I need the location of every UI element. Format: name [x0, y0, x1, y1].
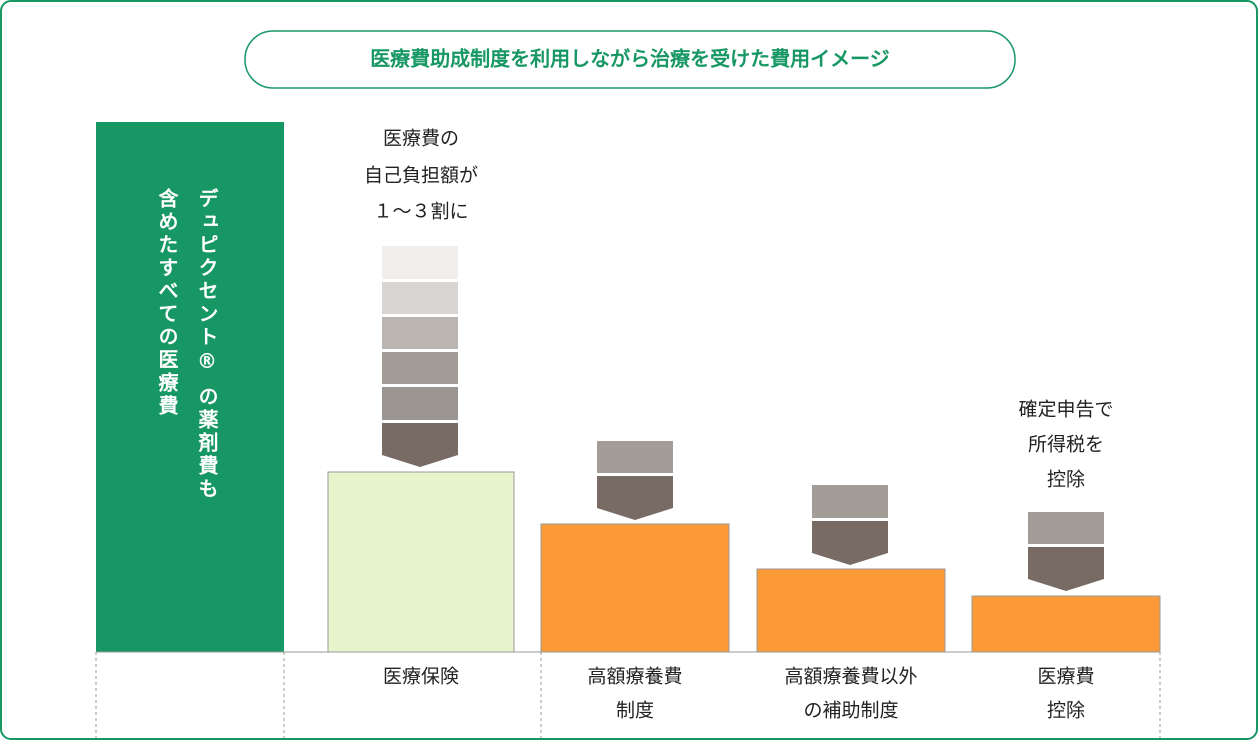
sidebar-text: 含めたすべての医療費 — [155, 188, 179, 418]
column-label: 医療保険 — [383, 666, 459, 688]
dividers — [95, 652, 1161, 738]
column-label: 医療費 — [1037, 666, 1094, 688]
annotation: 確定申告で — [1018, 399, 1113, 421]
column-label: の補助制度 — [803, 700, 898, 722]
sidebar-box — [96, 122, 284, 652]
title: 医療費助成制度を利用しながら治療を受けた費用イメージ — [370, 47, 890, 71]
column-label: 制度 — [616, 700, 654, 722]
column-label: 控除 — [1047, 700, 1085, 722]
annotation: １～３割に — [373, 201, 468, 223]
annotation: 医療費の — [383, 128, 459, 150]
column-label: 高額療養費以外 — [784, 666, 917, 688]
column-label: 高額療養費 — [587, 666, 682, 688]
annotation: 自己負担額が — [364, 165, 478, 187]
annotation: 所得税を — [1028, 434, 1104, 456]
cost-stack-2 — [597, 441, 673, 520]
insurance-box — [327, 471, 515, 653]
cost-stack-4 — [1028, 512, 1104, 591]
cost-stack-3 — [812, 485, 888, 565]
cost-stack-1 — [382, 246, 458, 467]
deduction-box — [971, 595, 1161, 653]
title-pill — [244, 30, 1016, 89]
sidebar-text: デュピクセント® の薬剤費も — [195, 188, 219, 501]
high-cost-box — [540, 523, 730, 653]
annotation: 控除 — [1047, 469, 1085, 491]
other-aid-box — [756, 568, 946, 653]
